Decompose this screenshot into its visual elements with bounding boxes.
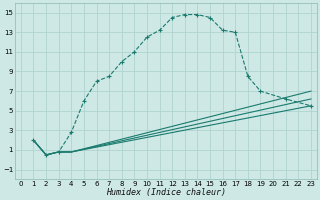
X-axis label: Humidex (Indice chaleur): Humidex (Indice chaleur)	[106, 188, 226, 197]
